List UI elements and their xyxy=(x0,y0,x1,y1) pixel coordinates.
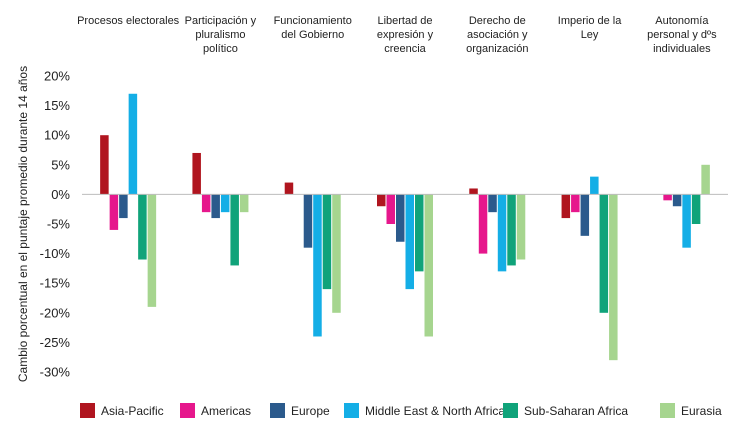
bar-eurasia xyxy=(609,194,618,361)
bar-middle-east-north-africa xyxy=(590,176,599,195)
bar-asia-pacific xyxy=(284,182,294,195)
bar-asia-pacific xyxy=(100,135,109,195)
bar-asia-pacific xyxy=(192,152,201,195)
bar-europe xyxy=(580,194,590,236)
category-label: Procesos electorales xyxy=(77,15,180,27)
bar-middle-east-north-africa xyxy=(682,194,691,248)
bar-americas xyxy=(109,194,119,230)
y-tick-label: -20% xyxy=(40,305,71,320)
bar-middle-east-north-africa xyxy=(220,194,230,213)
legend-label: Middle East & North Africa xyxy=(365,404,505,418)
bar-middle-east-north-africa xyxy=(497,194,507,272)
y-tick-label: 20% xyxy=(44,69,70,84)
category-label: Participación y pluralismo político xyxy=(185,15,257,55)
legend-swatch xyxy=(503,403,518,418)
bar-americas xyxy=(571,194,580,213)
category-label: Imperio de la Ley xyxy=(558,15,622,41)
y-tick-label: -15% xyxy=(40,276,71,291)
bar-sub-saharan-africa xyxy=(322,194,332,290)
legend-label: Eurasia xyxy=(681,404,722,418)
bar-sub-saharan-africa xyxy=(138,194,147,260)
bar-eurasia xyxy=(332,194,341,313)
legend-label: Americas xyxy=(201,404,251,418)
y-axis-ticks: 20% 15% 10% 5% 0% -5% -10% -15% -20% -25% -30% xyxy=(40,69,71,380)
legend-item: Middle East & North Africa xyxy=(344,403,505,418)
y-tick-label: -25% xyxy=(40,335,71,350)
y-axis-title-group: Cambio porcentual en el puntaje promedio… xyxy=(16,66,30,382)
bar-europe xyxy=(488,194,497,213)
bar-eurasia xyxy=(239,194,249,213)
y-tick-label: -5% xyxy=(47,217,71,232)
legend: Asia-Pacific Americas Europe Middle East & … xyxy=(80,403,722,418)
bar-eurasia xyxy=(516,194,526,260)
category-label: Libertad de expresión y creencia xyxy=(377,15,434,55)
legend-swatch xyxy=(344,403,359,418)
legend-item: Sub-Saharan Africa xyxy=(503,403,628,418)
category-label: Derecho de asociación y organización xyxy=(466,15,528,55)
legend-swatch xyxy=(660,403,675,418)
bar-sub-saharan-africa xyxy=(415,194,424,272)
legend-label: Europe xyxy=(291,404,330,418)
bar-eurasia xyxy=(147,194,157,307)
bar-europe xyxy=(672,194,682,207)
bar-middle-east-north-africa xyxy=(313,194,322,337)
bar-eurasia xyxy=(701,164,710,195)
bar-europe xyxy=(211,194,220,219)
category-label: Funcionamiento del Gobierno xyxy=(274,15,352,41)
legend-item: Americas xyxy=(180,403,251,418)
category-label: Autonomía personal y dºs individuales xyxy=(647,15,717,55)
bar-sub-saharan-africa xyxy=(230,194,239,266)
legend-swatch xyxy=(270,403,285,418)
category-labels: Procesos electorales Participación y plura… xyxy=(77,15,717,55)
bars xyxy=(100,93,710,361)
bar-sub-saharan-africa xyxy=(691,194,701,224)
y-tick-label: 15% xyxy=(44,98,70,113)
bar-americas xyxy=(663,194,672,201)
bar-asia-pacific xyxy=(377,194,386,207)
legend-item: Europe xyxy=(270,403,330,418)
y-tick-label: 10% xyxy=(44,128,70,143)
y-tick-label: -10% xyxy=(40,246,71,261)
bar-asia-pacific xyxy=(469,188,478,195)
legend-item: Asia-Pacific xyxy=(80,403,164,418)
legend-label: Sub-Saharan Africa xyxy=(524,404,628,418)
bar-americas xyxy=(386,194,395,224)
bar-americas xyxy=(478,194,488,254)
bar-europe xyxy=(119,194,128,219)
y-axis-title: Cambio porcentual en el puntaje promedio… xyxy=(16,66,30,382)
legend-swatch xyxy=(80,403,95,418)
bar-americas xyxy=(201,194,211,213)
legend-label: Asia-Pacific xyxy=(101,404,164,418)
y-tick-label: 5% xyxy=(51,157,70,172)
legend-item: Eurasia xyxy=(660,403,722,418)
bar-europe xyxy=(396,194,405,242)
bar-middle-east-north-africa xyxy=(128,93,138,195)
bar-eurasia xyxy=(424,194,433,337)
legend-swatch xyxy=(180,403,195,418)
y-tick-label: 0% xyxy=(51,187,70,202)
bar-asia-pacific xyxy=(561,194,571,219)
bar-sub-saharan-africa xyxy=(507,194,516,266)
bar-middle-east-north-africa xyxy=(405,194,414,290)
bar-sub-saharan-africa xyxy=(599,194,609,313)
y-tick-label: -30% xyxy=(40,365,71,380)
bar-europe xyxy=(303,194,313,248)
